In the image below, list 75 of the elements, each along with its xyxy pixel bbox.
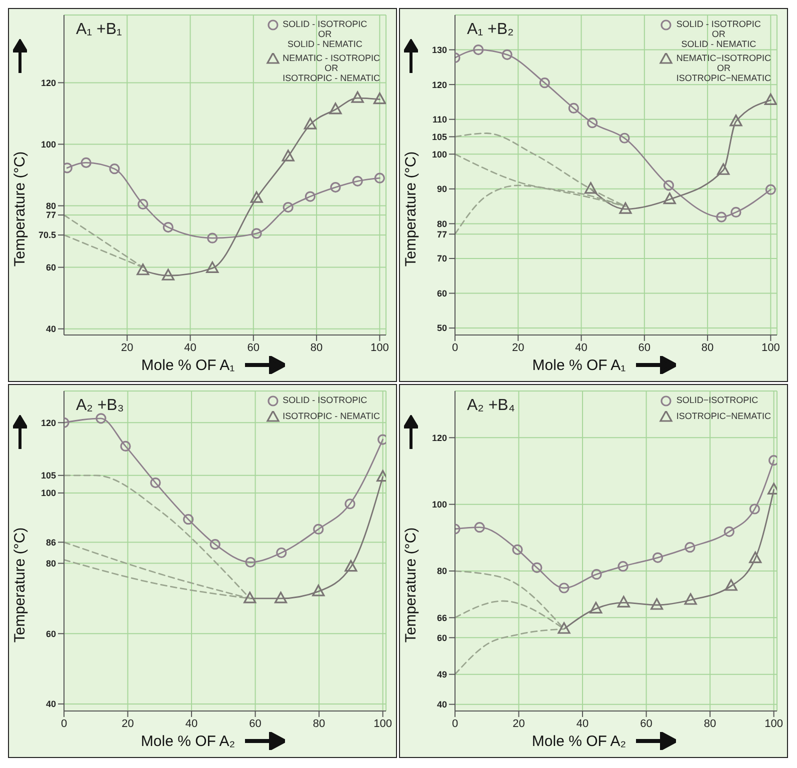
y-tick-label: 80 — [436, 566, 447, 576]
y-tick-label: 120 — [40, 418, 56, 428]
y-tick-label: 100 — [40, 488, 56, 498]
y-tick-label: 86 — [46, 537, 56, 548]
y-tick-label: 80 — [46, 558, 56, 569]
y-axis-title: Temperature (°C) — [402, 151, 420, 267]
y-tick-label: 77 — [46, 210, 56, 220]
y-tick-label: 70.5 — [38, 230, 56, 240]
legend-label: NEMATIC−ISOTROPIC OR ISOTROPIC−NEMATIC — [676, 53, 771, 83]
y-tick-label: 110 — [432, 114, 447, 125]
y-tick-label: 60 — [46, 628, 56, 639]
y-tick-label: 90 — [436, 184, 447, 194]
y-tick-label: 77 — [436, 229, 447, 240]
y-tick-label: 80 — [46, 200, 56, 211]
x-tick-label: 40 — [575, 342, 588, 354]
x-tick-label: 40 — [576, 718, 589, 730]
y-tick-label: 80 — [436, 218, 447, 229]
legend-label: SOLID - ISOTROPIC OR SOLID - NEMATIC — [676, 19, 761, 49]
chart-title: A₂ +B₃ — [76, 397, 124, 415]
x-tick-label: 80 — [704, 718, 716, 730]
x-axis-title: Mole % OF A₂ — [532, 732, 626, 750]
y-axis-title: Temperature (°C) — [12, 527, 28, 643]
y-tick-label: 120 — [432, 80, 447, 90]
y-tick-label: 50 — [436, 323, 447, 334]
y-tick-label: 60 — [436, 288, 447, 298]
x-tick-label: 100 — [370, 342, 389, 354]
x-tick-label: 80 — [310, 342, 323, 354]
y-tick-label: 120 — [40, 78, 56, 88]
y-tick-label: 100 — [40, 139, 56, 150]
x-tick-label: 40 — [184, 342, 196, 354]
x-tick-label: 0 — [452, 718, 458, 730]
y-tick-label: 49 — [436, 670, 447, 680]
x-axis-title: Mole % OF A₁ — [141, 356, 235, 374]
x-tick-label: 20 — [122, 718, 134, 730]
legend-label: SOLID - ISOTROPIC — [282, 395, 368, 405]
x-tick-label: 0 — [452, 342, 458, 354]
y-tick-label: 100 — [432, 500, 447, 510]
y-tick-label: 105 — [432, 132, 447, 142]
chart-title: A₁ +B₁ — [76, 21, 122, 39]
x-tick-label: 80 — [312, 718, 326, 730]
y-axis-title: Temperature (°C) — [12, 151, 28, 267]
x-tick-label: 100 — [374, 718, 392, 730]
x-tick-label: 100 — [762, 342, 780, 354]
x-tick-label: 60 — [640, 718, 652, 730]
y-tick-label: 130 — [432, 44, 447, 55]
y-tick-label: 105 — [40, 470, 56, 481]
x-tick-label: 20 — [512, 718, 525, 730]
y-tick-label: 40 — [46, 324, 56, 334]
y-tick-label: 120 — [432, 432, 447, 443]
chart-title: A₂ +B₄ — [467, 397, 515, 415]
y-tick-label: 40 — [436, 700, 447, 710]
x-tick-label: 40 — [185, 718, 198, 730]
x-tick-label: 60 — [249, 718, 262, 730]
x-tick-label: 100 — [764, 718, 783, 730]
x-axis-title: Mole % OF A₁ — [532, 356, 626, 374]
y-tick-label: 40 — [46, 699, 56, 710]
y-tick-label: 66 — [436, 612, 447, 623]
legend-label: SOLID−ISOTROPIC — [676, 395, 758, 405]
legend-label: ISOTROPIC - NEMATIC — [282, 411, 380, 421]
x-tick-label: 60 — [638, 342, 651, 354]
x-tick-label: 80 — [701, 342, 714, 354]
y-tick-label: 100 — [432, 149, 447, 160]
x-axis-title: Mole % OF A₂ — [140, 732, 236, 750]
x-tick-label: 60 — [247, 342, 260, 354]
y-tick-label: 60 — [436, 632, 447, 643]
x-tick-label: 20 — [121, 342, 134, 354]
x-tick-label: 0 — [60, 718, 68, 730]
y-axis-title: Temperature (°C) — [402, 527, 420, 643]
legend-label: NEMATIC - ISOTROPIC OR ISOTROPIC - NEMATIC — [282, 53, 380, 83]
y-tick-label: 60 — [46, 262, 56, 273]
y-tick-label: 70 — [436, 254, 447, 264]
chart-title: A₁ +B₂ — [467, 21, 514, 39]
x-tick-label: 20 — [512, 342, 524, 354]
legend-label: SOLID - ISOTROPIC OR SOLID - NEMATIC — [282, 19, 368, 49]
legend-label: ISOTROPIC−NEMATIC — [676, 411, 771, 421]
